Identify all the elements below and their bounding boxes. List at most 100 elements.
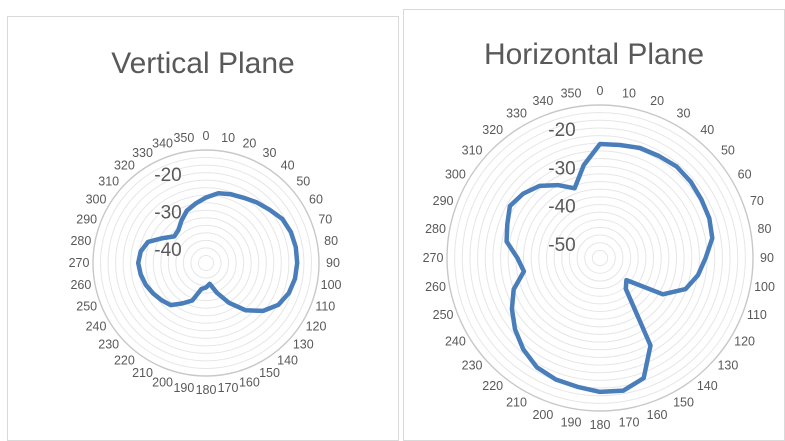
grid-ring — [446, 104, 754, 412]
angle-tick-label: 170 — [619, 416, 640, 430]
angle-tick-label: 80 — [324, 234, 338, 248]
angle-tick-label: 330 — [506, 106, 527, 120]
angle-tick-label: 110 — [315, 299, 335, 313]
angle-tick-label: 70 — [750, 194, 764, 208]
angle-tick-label: 290 — [76, 213, 97, 227]
grid-ring — [145, 202, 267, 324]
angle-tick-label: 150 — [259, 366, 280, 380]
angle-tick-label: 350 — [561, 87, 582, 101]
series-line — [504, 141, 715, 395]
angle-tick-label: 130 — [293, 338, 314, 352]
grid-ring — [538, 196, 662, 320]
grid-ring — [130, 187, 282, 339]
angle-tick-label: 120 — [734, 335, 755, 349]
grid-ring — [122, 179, 290, 347]
angle-tick-label: 40 — [281, 159, 295, 173]
grid-ring — [107, 164, 305, 362]
angle-tick-label: 60 — [738, 168, 752, 182]
grid-ring — [561, 219, 639, 297]
grid-ring — [500, 158, 700, 358]
angle-tick-label: 180 — [196, 383, 217, 397]
grid-ring — [591, 249, 609, 267]
grid-ring — [461, 119, 739, 397]
grid-ring — [507, 165, 693, 351]
angle-tick-label: 320 — [114, 159, 135, 173]
angle-tick-label: 10 — [221, 131, 235, 145]
angle-tick-label: 240 — [86, 320, 107, 334]
angle-tick-label: 220 — [482, 379, 503, 393]
angle-tick-label: 290 — [433, 194, 454, 208]
chart-title: Horizontal Plane — [483, 38, 705, 71]
grid-ring — [568, 226, 632, 290]
grid-ring — [167, 224, 245, 302]
angle-tick-label: 100 — [754, 280, 775, 294]
angle-tick-label: 260 — [425, 280, 446, 294]
grid-ring — [523, 181, 677, 335]
angle-tick-label: 200 — [152, 375, 173, 389]
angle-tick-label: 30 — [677, 106, 691, 120]
grid-ring — [469, 127, 731, 389]
series-line — [135, 191, 300, 314]
angle-tick-label: 260 — [70, 278, 91, 292]
angle-tick-label: 50 — [296, 174, 310, 188]
angle-tick-label: 20 — [650, 94, 664, 108]
angle-tick-label: 270 — [69, 256, 90, 270]
vertical-plane-chart: Vertical Plane — [7, 16, 399, 441]
angle-tick-label: 0 — [597, 84, 604, 98]
radial-tick-label: -20 — [548, 120, 575, 141]
grid-ring — [175, 232, 237, 294]
angle-tick-label: 330 — [132, 146, 153, 160]
angle-tick-label: 100 — [321, 278, 342, 292]
grid-ring — [530, 188, 670, 328]
angle-tick-label: 250 — [76, 299, 97, 313]
angle-tick-label: 300 — [86, 193, 107, 207]
angle-tick-label: 90 — [326, 256, 340, 270]
angle-tick-label: 340 — [532, 94, 553, 108]
angle-tick-label: 160 — [239, 375, 260, 389]
angle-tick-label: 190 — [173, 381, 194, 395]
grid-ring — [477, 135, 723, 381]
grid-ring — [492, 150, 708, 366]
grid-ring — [197, 254, 215, 272]
grid-ring — [576, 234, 624, 282]
angle-tick-label: 30 — [263, 146, 277, 160]
radial-tick-label: -40 — [548, 197, 575, 218]
chart-title: Vertical Plane — [111, 47, 295, 80]
angle-tick-label: 140 — [277, 353, 298, 367]
grid-ring — [100, 157, 312, 369]
grid-ring — [545, 203, 655, 313]
grid-ring — [160, 217, 252, 309]
grid-ring — [454, 112, 746, 404]
radial-tick-label: -50 — [548, 235, 575, 256]
angle-tick-label: 210 — [132, 366, 153, 380]
angle-tick-label: 130 — [717, 358, 738, 372]
radial-tick-label: -20 — [154, 165, 181, 186]
grid-ring — [553, 211, 647, 305]
angle-tick-label: 240 — [445, 335, 466, 349]
angle-tick-label: 350 — [173, 131, 194, 145]
angle-tick-label: 10 — [622, 87, 636, 101]
angle-tick-label: 40 — [700, 123, 714, 137]
angle-tick-label: 90 — [760, 251, 774, 265]
angle-tick-label: 20 — [242, 137, 256, 151]
angle-tick-label: 170 — [218, 381, 239, 395]
angle-tick-label: 280 — [70, 234, 91, 248]
grid-ring — [190, 247, 222, 279]
angle-tick-label: 140 — [697, 379, 718, 393]
angle-tick-label: 220 — [114, 353, 135, 367]
angle-tick-label: 120 — [306, 320, 327, 334]
radial-tick-label: -30 — [154, 203, 181, 224]
grid-ring — [584, 242, 616, 274]
grid-ring — [92, 149, 320, 377]
radial-tick-label: -40 — [154, 240, 181, 261]
angle-tick-label: 60 — [309, 193, 323, 207]
angle-tick-label: 310 — [98, 174, 119, 188]
angle-tick-label: 280 — [425, 222, 446, 236]
angle-tick-label: 230 — [462, 358, 483, 372]
angle-tick-label: 50 — [721, 144, 735, 158]
angle-tick-label: 180 — [590, 418, 611, 432]
angle-tick-label: 320 — [482, 123, 503, 137]
angle-tick-label: 0 — [203, 129, 210, 143]
angle-tick-label: 190 — [561, 416, 582, 430]
angle-tick-label: 250 — [433, 308, 454, 322]
